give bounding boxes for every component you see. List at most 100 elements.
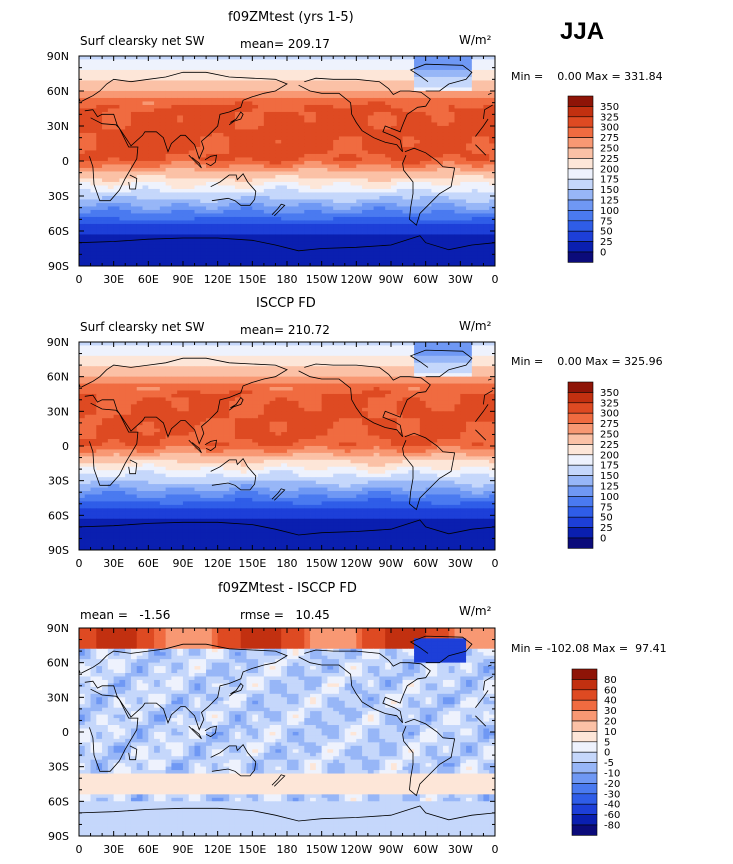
lon-tick-label: 30E (103, 843, 124, 856)
colorbar-label: 80 (604, 675, 617, 686)
coastline-0 (89, 402, 489, 486)
lat-tick-label: 90S (48, 830, 69, 843)
colorbar-box (571, 814, 598, 826)
lon-tick-label: 30W (448, 273, 473, 286)
colorbar-box (567, 444, 594, 456)
panel-3-title: f09ZMtest - ISCCP FD (218, 581, 357, 596)
colorbar-box (567, 147, 594, 159)
coastline-0 (89, 688, 489, 772)
lat-tick-label: 30N (47, 405, 69, 418)
coastline-6 (79, 519, 495, 536)
colorbar-label: 100 (600, 206, 619, 217)
colorbar-label: 350 (600, 102, 619, 113)
colorbar-label: 150 (600, 471, 619, 482)
lon-tick-label: 150E (238, 273, 266, 286)
season-label: JJA (560, 18, 605, 45)
coastline-8 (204, 725, 217, 738)
colorbar-label: 30 (604, 706, 617, 717)
panel-3-mean-label: mean = -1.56 (80, 608, 171, 622)
coastline-8 (204, 154, 217, 167)
colorbar-box (571, 668, 598, 680)
colorbar-label: -10 (604, 769, 620, 780)
colorbar-label: 250 (600, 144, 619, 155)
contour-field-panel-1 (79, 56, 495, 266)
lon-tick-label: 120W (340, 843, 372, 856)
coastline-6 (79, 235, 495, 252)
colorbar-box (571, 803, 598, 815)
colorbar-label: 200 (600, 164, 619, 175)
lat-tick-label: 60N (47, 371, 69, 384)
lat-tick-label: 60N (47, 657, 69, 670)
lon-tick-label: 60W (413, 273, 438, 286)
coastline-3 (402, 147, 456, 226)
lon-tick-label: 60E (138, 843, 159, 856)
coastline-3 (402, 718, 456, 797)
colorbar-box (567, 251, 594, 263)
lon-tick-label: 0 (492, 273, 499, 286)
lon-tick-label: 60E (138, 273, 159, 286)
colorbar-label: 175 (600, 461, 619, 472)
lat-tick-label: 0 (62, 155, 69, 168)
colorbar-box (571, 731, 598, 743)
coastline-1 (81, 71, 493, 160)
panel-1-units: W/m² (459, 33, 492, 47)
colorbar-label: 0 (604, 748, 610, 759)
colorbar-box (567, 126, 594, 138)
colorbar-label: 225 (600, 154, 619, 165)
lon-tick-label: 90E (173, 557, 194, 570)
panel-2-minmax: Min = 0.00 Max = 325.96 (511, 355, 663, 368)
colorbar-box (567, 230, 594, 242)
lat-tick-label: 30S (48, 475, 69, 488)
lon-tick-label: 120E (204, 843, 232, 856)
coastline-4 (210, 744, 257, 777)
colorbar-label: 325 (600, 112, 619, 123)
colorbar-box (567, 137, 594, 149)
coastline-7 (188, 154, 202, 169)
lon-tick-label: 90E (173, 843, 194, 856)
colorbar-label: 275 (600, 419, 619, 430)
colorbar-box (567, 220, 594, 232)
colorbar-label: -20 (604, 779, 620, 790)
colorbar-box (567, 199, 594, 211)
colorbar-label: 40 (604, 696, 617, 707)
colorbar-label: 325 (600, 398, 619, 409)
panel-1-variable-label: Surf clearsky net SW (80, 34, 205, 48)
colorbar-box (571, 689, 598, 701)
lat-tick-label: 30N (47, 120, 69, 133)
colorbar-box (571, 793, 598, 805)
colorbar-box (567, 95, 594, 107)
colorbar-label: 20 (604, 717, 617, 728)
coastline-5 (409, 63, 473, 92)
colorbar-box (571, 679, 598, 691)
lat-tick-label: 0 (62, 440, 69, 453)
lon-tick-label: 0 (492, 843, 499, 856)
colorbar-label: -30 (604, 789, 620, 800)
colorbar-box (571, 720, 598, 732)
lon-tick-label: 180 (277, 843, 298, 856)
colorbar-box (567, 241, 594, 253)
colorbar-box (567, 475, 594, 487)
colorbar-label: 50 (600, 227, 613, 238)
coastline-11 (271, 774, 286, 787)
colorbar-label: 60 (604, 685, 617, 696)
lon-tick-label: 150E (238, 843, 266, 856)
lon-tick-label: 150W (306, 843, 338, 856)
coastline-6 (79, 805, 495, 822)
colorbar-box (567, 516, 594, 528)
colorbar-box (571, 772, 598, 784)
lat-tick-label: 60S (48, 225, 69, 238)
lat-tick-label: 90N (47, 622, 69, 635)
colorbar-label: 300 (600, 409, 619, 420)
coastline-10 (128, 459, 138, 475)
coastline-5 (409, 349, 473, 378)
lon-tick-label: 120E (204, 557, 232, 570)
colorbar-box (571, 824, 598, 836)
colorbar-box (567, 454, 594, 466)
colorbar-box (567, 464, 594, 476)
colorbar-box (567, 189, 594, 201)
colorbar-label: -5 (604, 758, 614, 769)
colorbar-label: -60 (604, 810, 620, 821)
contour-field-panel-2 (79, 342, 495, 550)
colorbar-label: 0 (600, 534, 606, 545)
panel-2-units: W/m² (459, 319, 492, 333)
